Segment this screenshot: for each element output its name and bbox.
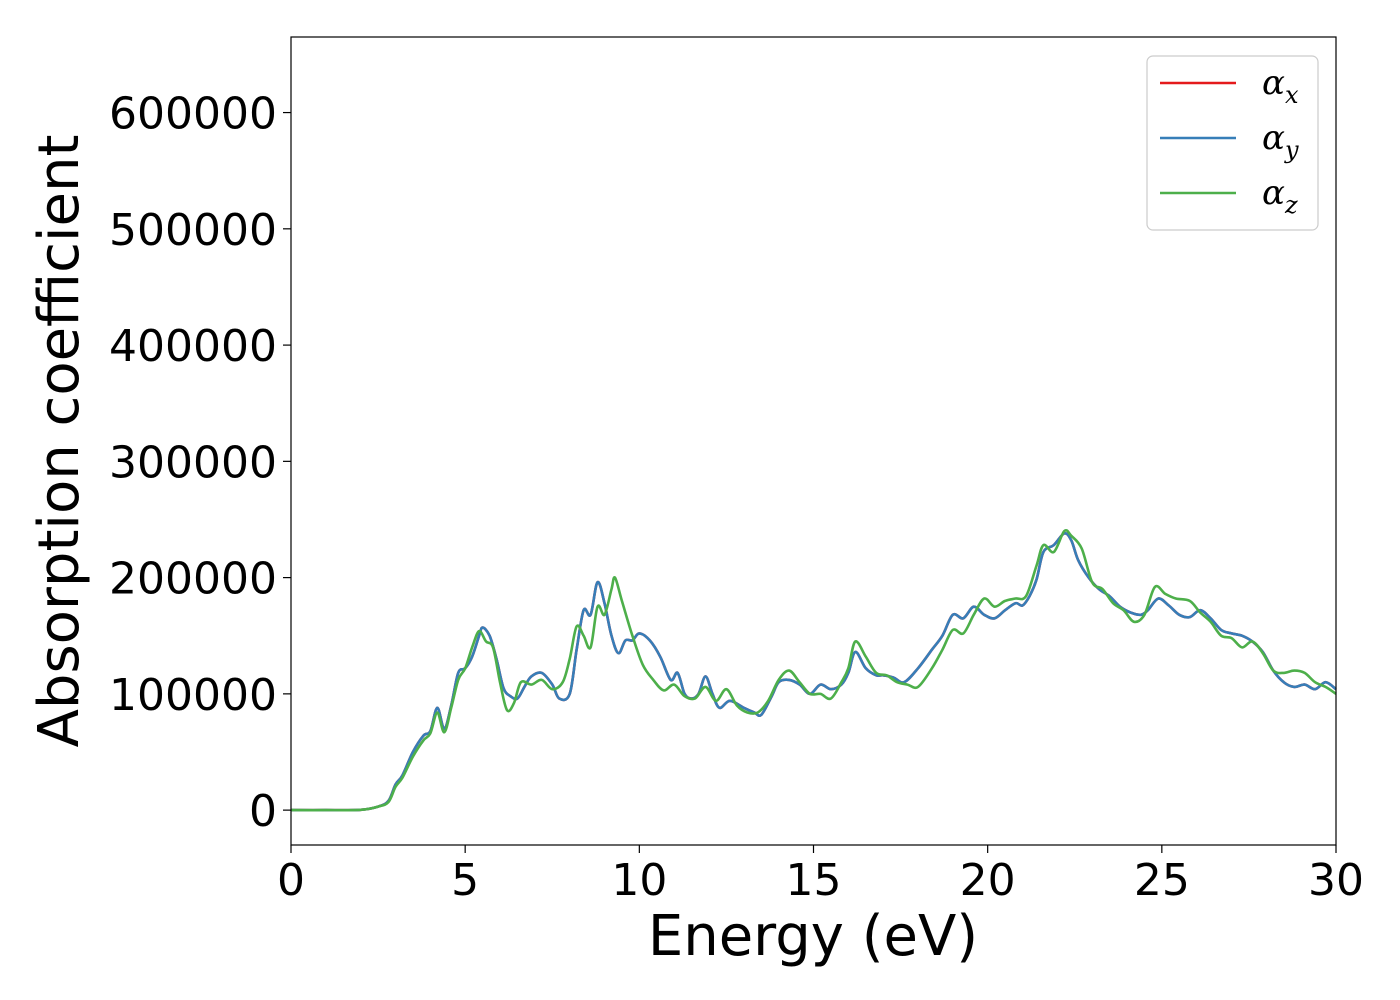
- x-tick-label: 20: [960, 855, 1016, 906]
- x-tick-label: 5: [451, 855, 479, 906]
- legend-label-subscript: z: [1284, 191, 1298, 219]
- legend-label-y: αy: [1262, 118, 1299, 164]
- y-tick-label: 100000: [109, 670, 277, 721]
- legend-label-subscript: y: [1284, 136, 1299, 164]
- legend-label-z: αz: [1262, 173, 1298, 219]
- y-tick-label: 600000: [109, 89, 277, 140]
- series-layer: [290, 528, 1337, 812]
- y-tick-label: 400000: [109, 321, 277, 372]
- y-axis: 0 100000 200000 300000 400000 500000 600000: [109, 89, 291, 837]
- x-tick-label: 10: [611, 855, 667, 906]
- y-tick-label: 300000: [109, 437, 277, 488]
- legend-label-x: αx: [1262, 63, 1299, 109]
- x-tick-label: 25: [1134, 855, 1190, 906]
- x-tick-label: 15: [786, 855, 842, 906]
- series-line-z: [290, 528, 1337, 812]
- legend-label-symbol: α: [1262, 63, 1285, 103]
- x-tick-label: 0: [277, 855, 305, 906]
- legend-label-symbol: α: [1262, 118, 1285, 158]
- x-axis-title: Energy (eV): [648, 904, 978, 969]
- legend-label-subscript: x: [1285, 81, 1299, 109]
- y-tick-label: 0: [249, 786, 277, 837]
- y-axis-title: Absorption coefficient: [27, 135, 92, 748]
- y-tick-label: 500000: [109, 205, 277, 256]
- x-axis: 0 5 10 15 20 25 30: [277, 845, 1364, 906]
- y-tick-label: 200000: [109, 554, 277, 605]
- x-tick-label: 30: [1308, 855, 1364, 906]
- legend-box: [1146, 55, 1319, 231]
- legend-label-symbol: α: [1262, 173, 1285, 213]
